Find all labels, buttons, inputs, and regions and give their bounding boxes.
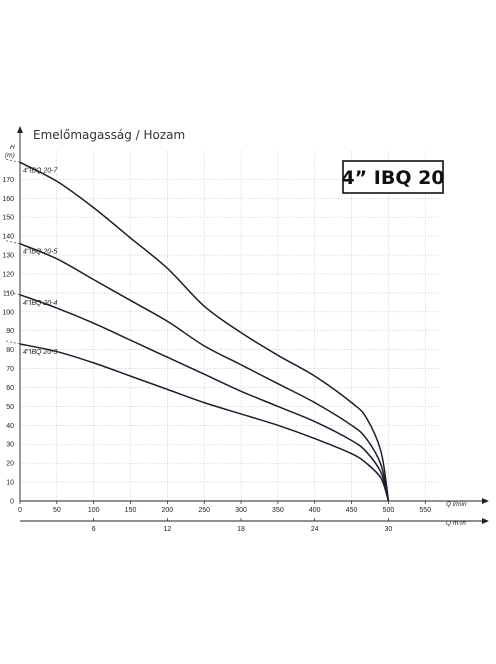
x-tick-label: 450 bbox=[346, 507, 358, 514]
y-tick-label: 110 bbox=[3, 290, 14, 297]
curve-line bbox=[19, 243, 390, 502]
y-axis-arrow bbox=[17, 126, 23, 133]
y-axis-label: H bbox=[10, 144, 15, 151]
y-tick-label: 20 bbox=[6, 461, 14, 468]
curve-extension bbox=[5, 158, 21, 163]
x-axis-arrow bbox=[482, 498, 489, 504]
curve-label: 4"IBQ 20-3 bbox=[23, 349, 57, 356]
y-tick-label: 0 bbox=[10, 499, 14, 506]
y-tick-label: 40 bbox=[6, 423, 14, 430]
y-tick-label: 160 bbox=[2, 196, 14, 203]
x-tick-label: 0 bbox=[18, 507, 22, 514]
x2-axis-label: Q m³/h bbox=[446, 520, 466, 527]
y-axis-unit: (m) bbox=[5, 152, 15, 159]
y-tick-label: 100 bbox=[2, 309, 14, 316]
curve-line bbox=[19, 161, 390, 502]
curve-extension bbox=[5, 240, 21, 245]
curve-label: 4"IBQ 20-5 bbox=[23, 249, 57, 256]
y-tick-label: 50 bbox=[6, 404, 14, 411]
model-box: 4” IBQ 20 bbox=[341, 160, 445, 194]
labels: 4"IBQ 20-7 4"IBQ 20-5 4"IBQ 20-4 4"IBQ 20-3 bbox=[23, 167, 58, 356]
x-tick-label: 400 bbox=[309, 507, 321, 514]
y-tick-label: 170 bbox=[2, 177, 14, 184]
y-tick-label: 90 bbox=[6, 328, 14, 335]
y-tick-label: 10 bbox=[6, 480, 14, 487]
x2-axis-arrow bbox=[482, 518, 489, 524]
x-tick-label: 200 bbox=[162, 507, 174, 514]
axes: 0102030405060708090100110120130140150160… bbox=[2, 126, 489, 533]
chart-title: Emelőmagasság / Hozam bbox=[33, 128, 185, 142]
curve-extension bbox=[5, 340, 21, 345]
x-tick-label: 100 bbox=[88, 507, 100, 514]
y-tick-label: 60 bbox=[6, 385, 14, 392]
y-tick-label: 130 bbox=[2, 253, 14, 260]
model-box-frame bbox=[342, 160, 444, 194]
x2-tick-label: 6 bbox=[92, 526, 96, 533]
x2-tick-label: 30 bbox=[385, 526, 393, 533]
y-tick-label: 70 bbox=[6, 366, 14, 373]
x-tick-label: 300 bbox=[235, 507, 247, 514]
y-tick-label: 30 bbox=[6, 442, 14, 449]
y-tick-label: 150 bbox=[2, 215, 14, 222]
curve-label: 4"IBQ 20-4 bbox=[23, 300, 57, 307]
y-tick-label: 80 bbox=[6, 347, 14, 354]
y-tick-label: 120 bbox=[2, 271, 14, 278]
y-tick-label: 140 bbox=[2, 234, 14, 241]
x2-tick-label: 24 bbox=[311, 526, 319, 533]
x-axis-label: Q l/min bbox=[446, 501, 467, 508]
x2-tick-label: 18 bbox=[237, 526, 245, 533]
x2-tick-label: 12 bbox=[163, 526, 171, 533]
x-tick-label: 500 bbox=[383, 507, 395, 514]
curve-line bbox=[19, 294, 390, 502]
x-tick-label: 550 bbox=[419, 507, 431, 514]
x-tick-label: 50 bbox=[53, 507, 61, 514]
x-tick-label: 250 bbox=[198, 507, 210, 514]
curves bbox=[5, 158, 390, 502]
model-label: 4” IBQ 20 bbox=[341, 167, 444, 189]
curve-label: 4"IBQ 20-7 bbox=[23, 167, 58, 174]
curve-line bbox=[19, 343, 390, 502]
x-tick-label: 150 bbox=[125, 507, 137, 514]
x-tick-label: 350 bbox=[272, 507, 284, 514]
grid bbox=[20, 151, 440, 501]
